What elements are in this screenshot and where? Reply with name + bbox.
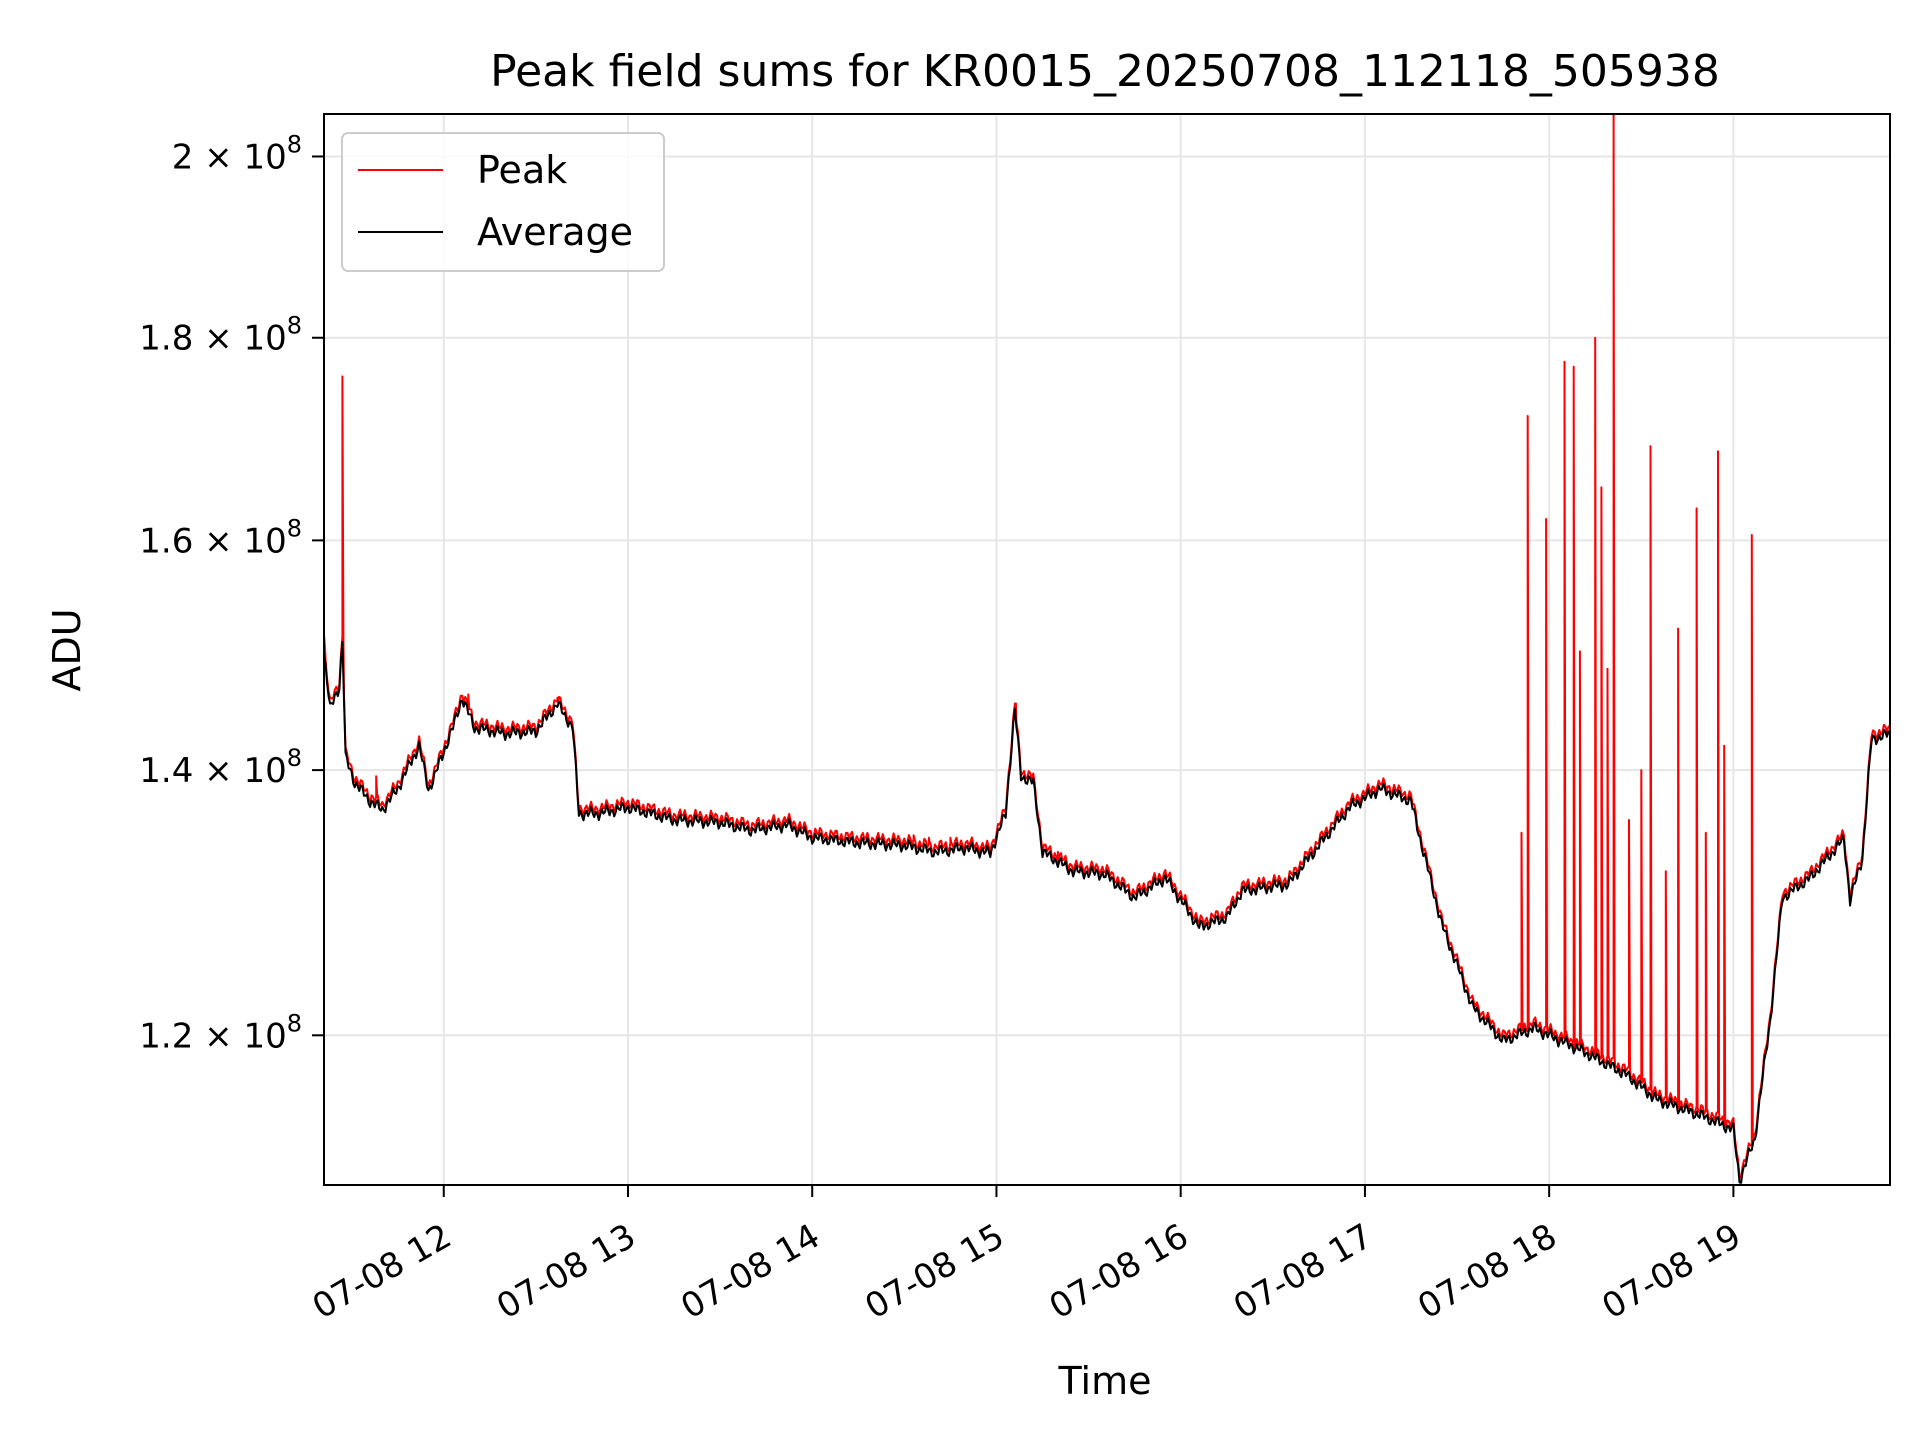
y-tick-label: 1.8 × 108 (139, 312, 302, 359)
series-layer (323, 113, 1891, 1184)
series-line-peak (323, 113, 1891, 1179)
y-tick-label: 1.2 × 108 (139, 1009, 302, 1056)
y-tick-label: 1.4 × 108 (139, 744, 302, 791)
y-axis: 1.2 × 108 1.4 × 108 1.6 × 108 1.8 × 108 2 × … (139, 130, 324, 1056)
legend-average-label: Average (477, 210, 633, 254)
x-axis-label: Time (1058, 1359, 1152, 1403)
chart-title: Peak field sums for KR0015_20250708_1121… (490, 46, 1720, 97)
y-axis-label: ADU (45, 608, 89, 691)
y-tick-label: 1.6 × 108 (139, 514, 302, 561)
plot-frame (323, 113, 1891, 1186)
grid-lines (324, 114, 1890, 1185)
legend-box (341, 132, 665, 272)
legend-peak-label: Peak (477, 148, 567, 192)
y-tick-label: 2 × 108 (172, 130, 302, 177)
series-line-average (323, 641, 1891, 1184)
legend: Peak Average (341, 132, 665, 272)
